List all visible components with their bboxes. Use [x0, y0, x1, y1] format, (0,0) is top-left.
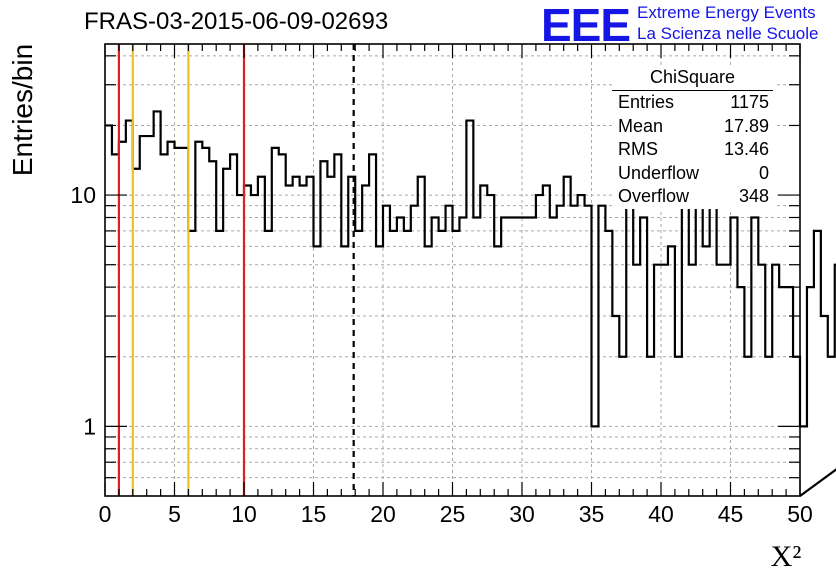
marker-lines: [117, 44, 355, 496]
stats-title: ChiSquare: [612, 66, 773, 91]
x-tick-label: 0: [99, 501, 112, 527]
y-tick-label: 1: [83, 413, 96, 439]
stats-value: 348: [738, 186, 769, 206]
stats-value: 13.46: [723, 139, 769, 159]
grid-lines: [105, 44, 800, 496]
x-axis-label: X²: [771, 540, 802, 572]
stats-value: 1175: [730, 92, 769, 112]
x-tick-label: 30: [509, 501, 535, 527]
x-tick-label: 15: [301, 501, 327, 527]
stats-label: Entries: [618, 92, 675, 112]
x-tick-label: 20: [370, 501, 396, 527]
x-tick-label: 45: [718, 501, 744, 527]
stats-row-mean: Mean 17.89: [612, 115, 777, 139]
stats-row-rms: RMS 13.46: [612, 138, 777, 162]
stats-row-overflow: Overflow 348: [612, 185, 777, 209]
x-tick-label: 25: [440, 501, 466, 527]
eee-logo-mark: EEE: [541, 0, 631, 51]
y-axis-label: Entries/bin: [7, 44, 38, 176]
x-tick-labels: 0 5 10 15 20 25 30 35 40 45 50: [99, 501, 813, 527]
y-tick-labels: 1 10: [70, 182, 96, 439]
x-tick-label: 35: [579, 501, 605, 527]
stats-row-underflow: Underflow 0: [612, 162, 777, 186]
stats-label: Overflow: [618, 186, 690, 206]
y-tick-label: 10: [70, 182, 96, 208]
x-tick-label: 50: [787, 501, 813, 527]
stats-box: ChiSquare Entries 1175 Mean 17.89 RMS 13…: [612, 66, 777, 209]
stats-value: 17.89: [723, 115, 769, 136]
eee-logo-line1: Extreme Energy Events: [637, 3, 816, 22]
x-tick-label: 40: [648, 501, 674, 527]
stats-row-entries: Entries 1175: [612, 91, 777, 115]
stats-value: 0: [758, 162, 769, 183]
histogram-outline: [105, 110, 836, 497]
x-tick-label: 10: [231, 501, 257, 527]
plot-title: FRAS-03-2015-06-09-02693: [84, 8, 389, 35]
eee-logo-line2: La Scienza nelle Scuole: [637, 24, 819, 43]
stats-label: Mean: [618, 115, 664, 136]
x-tick-label: 5: [168, 501, 181, 527]
stats-label: RMS: [618, 139, 658, 159]
axis-ticks: [104, 44, 801, 496]
histogram-series: [105, 110, 836, 497]
stats-label: Underflow: [618, 162, 700, 183]
